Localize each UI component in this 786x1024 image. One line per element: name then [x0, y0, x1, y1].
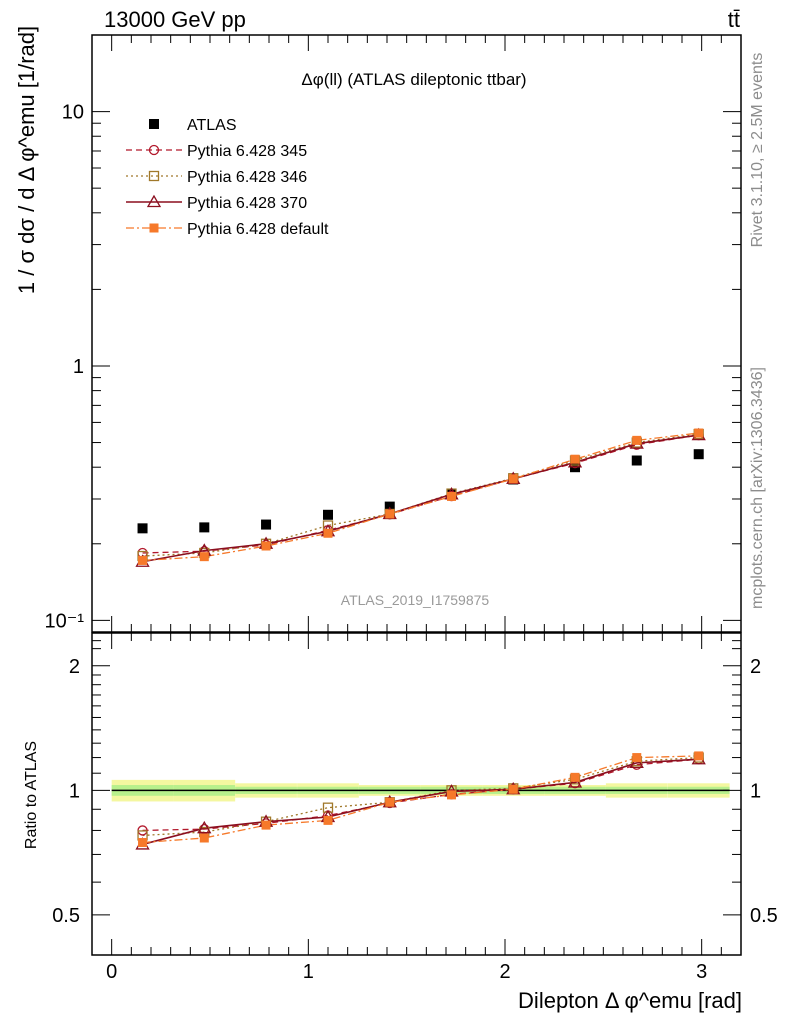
ratio-data-point — [629, 755, 644, 769]
main-data-point — [631, 455, 642, 466]
ratio-series-line — [142, 758, 699, 832]
legend-label: Pythia 6.428 345 — [187, 143, 307, 160]
legend-label: Pythia 6.428 370 — [187, 195, 307, 212]
x-tick-label: 3 — [696, 961, 707, 983]
main-data-point — [138, 555, 148, 565]
ratio-series-markers — [135, 751, 706, 850]
ratio-y-tick-label: 2 — [750, 656, 761, 678]
main-data-point — [384, 501, 395, 512]
legend: ATLAS Pythia 6.428 345 Pythia 6.428 346 Pyt… — [126, 117, 329, 238]
ratio-y-tick-label: 0.5 — [750, 905, 778, 927]
main-y-tick-label: 10 — [62, 102, 84, 124]
main-data-point — [508, 474, 518, 484]
main-data-point — [199, 552, 209, 562]
process-label: 13000 GeV pp — [104, 7, 246, 32]
analysis-watermark: ATLAS_2019_I1759875 — [341, 592, 490, 608]
main-y-tick-label: 10⁻¹ — [45, 610, 85, 632]
ratio-data-point — [508, 784, 518, 794]
main-data-point — [570, 454, 580, 464]
main-series-markers — [135, 427, 706, 567]
ratio-series-lines — [142, 755, 699, 846]
tick-labels: 0 1 2 3 10⁻¹ 1 10 0.5 0.5 1 1 2 2 — [45, 102, 778, 983]
plot-title: Δφ(ll) (ATLAS dileptonic ttbar) — [301, 70, 526, 89]
main-y-tick-label: 1 — [73, 356, 84, 378]
ratio-y-tick-label: 2 — [69, 656, 80, 678]
ratio-data-point — [323, 815, 333, 825]
ratio-panel-frame — [91, 632, 742, 956]
main-data-point — [632, 435, 642, 445]
ratio-data-point — [197, 820, 212, 834]
ratio-data-point — [261, 820, 271, 830]
rivet-version-label: Rivet 3.1.10, ≥ 2.5M events — [749, 53, 766, 248]
main-panel-frame — [91, 34, 742, 633]
ratio-data-point — [632, 753, 642, 763]
x-tick-label: 1 — [303, 961, 314, 983]
ratio-data-point — [385, 797, 395, 807]
main-series-line — [142, 434, 699, 563]
ratio-series-line — [142, 758, 699, 846]
x-tick-label: 2 — [499, 961, 510, 983]
legend-marker — [149, 119, 159, 129]
main-data-point — [385, 509, 395, 519]
main-data-point — [323, 509, 333, 520]
main-y-axis-label: 1 / σ dσ / d Δ φ^emu [1/rad] — [14, 26, 39, 294]
main-data-point — [447, 491, 457, 501]
ratio-data-point — [138, 838, 148, 848]
ratio-y-tick-label: 1 — [750, 780, 761, 802]
ratio-data-point — [199, 833, 209, 843]
legend-marker — [146, 194, 162, 208]
main-data-point — [137, 523, 148, 534]
x-tick-label: 0 — [106, 961, 117, 983]
ratio-data-point — [447, 790, 457, 800]
main-series-line — [142, 432, 699, 562]
main-series-lines — [142, 432, 699, 563]
legend-label: Pythia 6.428 346 — [187, 169, 307, 186]
legend-marker — [149, 223, 159, 233]
legend-label: ATLAS — [187, 117, 237, 134]
main-data-point — [261, 519, 272, 530]
main-series-line — [142, 433, 699, 557]
main-data-point — [323, 528, 333, 538]
main-data-point — [199, 522, 210, 533]
ratio-y-tick-label: 1 — [69, 780, 80, 802]
final-state-label: tt̄ — [728, 7, 740, 32]
main-data-point — [694, 428, 704, 438]
main-series-line — [142, 434, 699, 554]
ratio-data-point — [570, 772, 580, 782]
ratio-y-axis-label: Ratio to ATLAS — [23, 741, 40, 849]
legend-marker — [148, 144, 160, 156]
legend-marker — [148, 170, 160, 182]
main-data-point — [693, 449, 704, 460]
ratio-y-tick-label: 0.5 — [52, 905, 80, 927]
source-label: mcplots.cern.ch [arXiv:1306.3436] — [749, 367, 766, 609]
ratio-data-point — [694, 751, 704, 761]
x-axis-label: Dilepton Δ φ^emu [rad] — [518, 988, 742, 1013]
legend-label: Pythia 6.428 default — [187, 221, 329, 238]
axis-ticks — [91, 34, 742, 956]
main-data-point — [261, 541, 271, 551]
ratio-series-line — [142, 755, 699, 844]
